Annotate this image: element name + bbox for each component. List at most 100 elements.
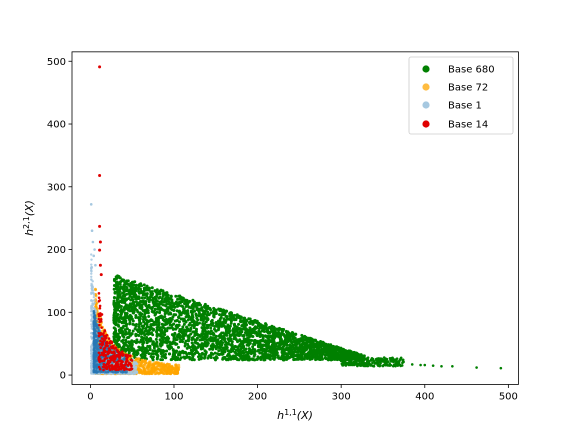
point-base-680-3196 — [233, 324, 237, 328]
point-base-680-2922 — [321, 351, 325, 355]
point-base-680-2765 — [286, 330, 290, 334]
point-base-680-2817 — [238, 327, 242, 331]
point-base-680-3009 — [256, 349, 260, 353]
point-base-680-2852 — [310, 345, 314, 349]
point-base-680-2778 — [141, 299, 145, 303]
point-base-680-2010 — [193, 334, 197, 338]
point-base-680-1454 — [142, 283, 146, 287]
point-base-680-2344 — [155, 330, 159, 334]
point-base-680-2242 — [282, 352, 286, 356]
point-base-680-2911 — [182, 318, 186, 322]
point-base-680-1410 — [301, 339, 305, 343]
point-base-680-2425 — [224, 340, 227, 344]
point-base-680-1763 — [211, 352, 215, 356]
point-base-680-3065 — [238, 317, 242, 321]
point-base-680-2819 — [143, 312, 147, 316]
point-base-680-2055 — [121, 338, 125, 342]
point-base-680-3083 — [335, 358, 339, 362]
point-base-680-2912 — [345, 349, 349, 353]
point-base-680-3159 — [179, 317, 183, 321]
point-base-680-3459 — [368, 362, 371, 365]
point-base-680-2947 — [268, 330, 272, 334]
point-base-680-3164 — [309, 336, 313, 340]
point-base-680-2507 — [298, 343, 302, 347]
point-base-680-3430 — [372, 364, 376, 368]
point-base-680-3458 — [364, 363, 368, 367]
point-base-680-3073 — [129, 286, 133, 290]
point-base-680-3189 — [126, 288, 130, 292]
point-base-680-2809 — [212, 333, 216, 337]
point-base-680-2701 — [263, 354, 267, 358]
point-base-680-2972 — [187, 315, 191, 319]
point-base-680-2596 — [204, 320, 208, 324]
point-base-680-2841 — [200, 338, 204, 342]
point-base-680-3184 — [324, 353, 328, 357]
point-base-680-2977 — [291, 333, 295, 337]
point-base-680-1571 — [143, 296, 147, 300]
point-base-680-3106 — [243, 318, 247, 322]
point-base-680-2505 — [221, 323, 225, 327]
point-base-680-2308 — [273, 335, 277, 339]
point-base-680-3186 — [212, 314, 216, 318]
point-base-72-606 — [137, 357, 141, 361]
point-base-680-2849 — [207, 323, 211, 327]
point-base-680-3047 — [138, 317, 142, 321]
point-base-72-854 — [163, 372, 167, 375]
point-base-680-2767 — [155, 344, 159, 348]
point-base-680-3170 — [206, 316, 210, 320]
point-base-680-2306 — [153, 308, 157, 312]
point-base-72-842 — [174, 365, 178, 369]
point-base-680-2543 — [196, 355, 200, 359]
point-base-72-258 — [177, 363, 181, 367]
point-base-680-2976 — [124, 297, 128, 301]
point-base-680-3125 — [229, 355, 233, 359]
point-base-680-1749 — [122, 344, 126, 348]
point-base-680-2739 — [122, 284, 126, 288]
point-base-680-3029 — [248, 326, 252, 330]
point-base-680-3464 — [475, 366, 478, 369]
point-base-680-2628 — [312, 348, 316, 352]
point-base-680-1008 — [155, 340, 159, 344]
point-base-680-2227 — [258, 351, 262, 355]
point-base-680-2635 — [113, 305, 117, 309]
point-base-680-3296 — [353, 356, 357, 359]
point-base-680-2369 — [153, 313, 157, 317]
point-base-680-2064 — [152, 344, 156, 348]
point-base-680-3100 — [122, 300, 126, 304]
point-base-680-1937 — [139, 321, 143, 325]
point-base-680-3002 — [115, 340, 119, 344]
point-base-680-2798 — [177, 320, 181, 324]
point-base-680-1680 — [167, 302, 171, 306]
point-base-680-1248 — [183, 344, 187, 348]
point-base-680-3120 — [264, 350, 268, 354]
point-base-680-2929 — [221, 312, 225, 316]
point-base-680-2768 — [184, 315, 188, 319]
point-base-680-1569 — [142, 320, 146, 324]
point-base-680-2416 — [165, 341, 169, 345]
point-base-680-2826 — [221, 331, 225, 335]
point-base-680-2538 — [320, 349, 324, 353]
point-base-680-3001 — [315, 348, 319, 352]
point-base-680-604 — [141, 326, 145, 330]
point-base-680-2717 — [172, 335, 176, 339]
point-base-680-2873 — [200, 318, 204, 322]
point-base-680-1628 — [160, 322, 164, 326]
point-base-680-3101 — [213, 324, 217, 328]
point-base-680-2741 — [205, 333, 209, 337]
point-base-680-3152 — [159, 340, 163, 344]
point-base-680-3059 — [169, 341, 173, 345]
point-base-1-573 — [92, 289, 95, 292]
point-base-680-2492 — [191, 298, 195, 302]
point-base-680-3456 — [365, 359, 369, 363]
point-base-680-1798 — [223, 355, 227, 359]
point-base-680-2649 — [137, 345, 141, 349]
point-base-680-2678 — [220, 352, 224, 356]
point-base-680-1619 — [182, 322, 186, 326]
point-base-72-724 — [160, 364, 164, 368]
point-base-680-2551 — [175, 337, 179, 341]
point-base-680-2898 — [209, 329, 213, 333]
point-base-680-2153 — [166, 335, 170, 339]
point-base-680-3440 — [392, 363, 396, 367]
point-base-680-2586 — [225, 315, 229, 319]
point-base-680-404 — [197, 321, 201, 325]
